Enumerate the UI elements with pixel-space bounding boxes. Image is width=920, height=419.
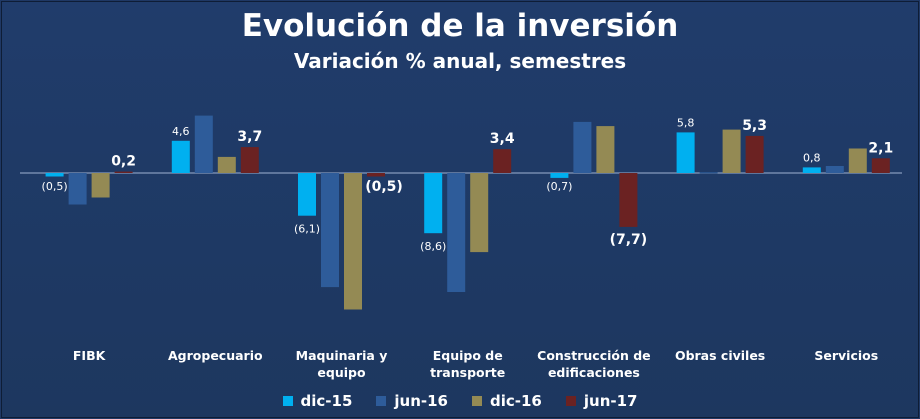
bar: [596, 126, 615, 173]
bar: [550, 173, 569, 178]
bar: [699, 172, 718, 174]
category-label: edificaciones: [548, 365, 640, 380]
category-label: Maquinaria y: [296, 348, 388, 363]
data-label: 2,1: [868, 140, 893, 156]
legend-item: dic-16: [472, 392, 542, 410]
data-label: (0,5): [42, 180, 68, 193]
bar: [871, 158, 890, 173]
bar: [240, 147, 259, 173]
legend-swatch: [565, 396, 576, 406]
legend-swatch: [282, 396, 293, 406]
data-label: 3,7: [237, 129, 262, 145]
chart-title: Evolución de la inversión: [241, 8, 679, 44]
bar: [619, 173, 638, 227]
legend-label: dic-15: [300, 392, 353, 410]
legend-swatch: [376, 396, 387, 406]
category-label: equipo: [317, 365, 366, 380]
data-label: 5,3: [742, 118, 767, 134]
data-label: 3,4: [490, 131, 515, 147]
chart-legend: dic-15 jun-16 dic-16 jun-17: [2, 392, 918, 410]
bar: [91, 173, 110, 198]
bar: [493, 149, 512, 173]
category-label: Construcción de: [537, 348, 651, 363]
bar: [217, 156, 236, 173]
bar: [424, 173, 443, 234]
data-label: 5,8: [677, 116, 695, 129]
chart-subtitle: Variación % anual, semestres: [293, 49, 627, 73]
data-label: (0,7): [546, 180, 572, 193]
category-label: Agropecuario: [168, 348, 263, 363]
bar: [848, 148, 867, 173]
legend-label: jun-17: [583, 392, 638, 410]
bar: [447, 173, 466, 292]
legend-item: dic-15: [282, 392, 353, 410]
legend-item: jun-16: [376, 392, 448, 410]
bar: [802, 167, 821, 173]
bar: [573, 121, 592, 173]
data-label: (8,6): [420, 240, 446, 253]
bar: [45, 173, 64, 177]
bar: [194, 115, 213, 173]
bar: [321, 173, 339, 288]
bar: [825, 166, 844, 173]
category-label: Servicios: [814, 348, 878, 363]
bar: [344, 173, 362, 310]
bar: [171, 140, 190, 173]
bar: [298, 173, 316, 216]
data-label: (6,1): [294, 223, 320, 236]
legend-label: jun-16: [394, 392, 448, 410]
legend-label: dic-16: [490, 392, 542, 410]
category-label: Obras civiles: [675, 348, 765, 363]
bar: [676, 132, 695, 173]
data-label: 0,8: [803, 151, 821, 164]
bar: [367, 173, 385, 177]
category-label: transporte: [430, 365, 505, 380]
bar: [68, 173, 87, 205]
data-label: (0,5): [365, 179, 403, 195]
category-label: FIBK: [73, 348, 107, 363]
data-label: 4,6: [172, 125, 190, 138]
data-label: 0,2: [111, 154, 136, 170]
legend-item: jun-17: [565, 392, 638, 410]
bar: [745, 135, 764, 173]
category-label: Equipo de: [433, 348, 503, 363]
bar: [470, 173, 489, 253]
bar: [114, 171, 133, 173]
legend-swatch: [472, 396, 482, 406]
data-label: (7,7): [610, 232, 648, 248]
bar: [722, 129, 741, 173]
